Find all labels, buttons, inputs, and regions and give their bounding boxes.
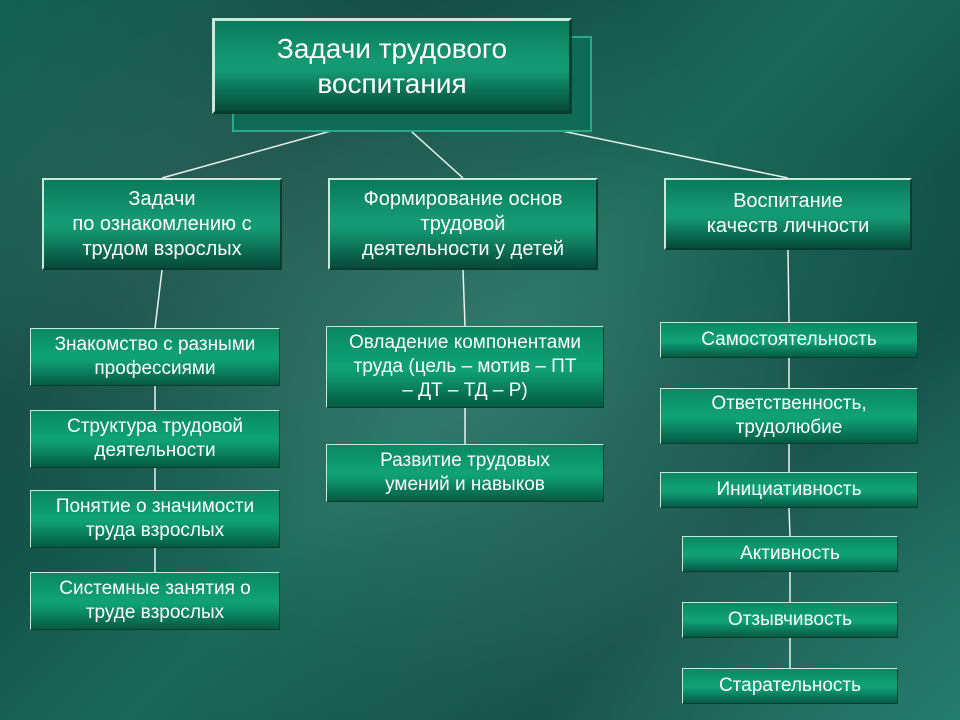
- column-2-item-4: Отзывчивость: [682, 602, 898, 638]
- connector-line: [788, 250, 789, 322]
- column-2-item-1: Ответственность, трудолюбие: [660, 388, 918, 444]
- column-0-item-1: Структура трудовой деятельности: [30, 410, 280, 468]
- column-header-1: Формирование основ трудовой деятельности…: [328, 178, 598, 270]
- column-0-item-2: Понятие о значимости труда взрослых: [30, 490, 280, 548]
- column-2-item-2-label: Инициативность: [717, 478, 862, 502]
- root-node: Задачи трудового воспитания: [212, 18, 572, 114]
- connector-line: [789, 508, 790, 536]
- column-2-item-4-label: Отзывчивость: [728, 608, 852, 632]
- column-1-item-0: Овладение компонентами труда (цель – мот…: [326, 326, 604, 408]
- column-0-item-3: Системные занятия о труде взрослых: [30, 572, 280, 630]
- column-0-item-0-label: Знакомство с разными профессиями: [55, 333, 256, 381]
- column-0-item-0: Знакомство с разными профессиями: [30, 328, 280, 386]
- root-node-label: Задачи трудового воспитания: [277, 31, 507, 101]
- column-2-item-5-label: Старательность: [719, 674, 861, 698]
- column-1-item-1-label: Развитие трудовых умений и навыков: [380, 449, 550, 497]
- column-header-2: Воспитание качеств личности: [664, 178, 912, 250]
- column-1-item-1: Развитие трудовых умений и навыков: [326, 444, 604, 502]
- column-2-item-5: Старательность: [682, 668, 898, 704]
- connector-line: [155, 270, 162, 328]
- column-2-item-3-label: Активность: [740, 542, 840, 566]
- column-2-item-1-label: Ответственность, трудолюбие: [711, 392, 866, 440]
- column-header-1-label: Формирование основ трудовой деятельности…: [362, 187, 564, 262]
- connector-line: [463, 270, 465, 326]
- column-1-item-0-label: Овладение компонентами труда (цель – мот…: [349, 331, 581, 402]
- column-2-item-2: Инициативность: [660, 472, 918, 508]
- column-0-item-1-label: Структура трудовой деятельности: [67, 415, 243, 463]
- column-2-item-0: Самостоятельность: [660, 322, 918, 358]
- column-header-2-label: Воспитание качеств личности: [707, 189, 870, 239]
- column-0-item-3-label: Системные занятия о труде взрослых: [59, 577, 250, 625]
- column-2-item-3: Активность: [682, 536, 898, 572]
- column-header-0: Задачи по ознакомлению с трудом взрослых: [42, 178, 282, 270]
- column-0-item-2-label: Понятие о значимости труда взрослых: [56, 495, 254, 543]
- column-header-0-label: Задачи по ознакомлению с трудом взрослых: [72, 187, 251, 262]
- column-2-item-0-label: Самостоятельность: [701, 328, 877, 352]
